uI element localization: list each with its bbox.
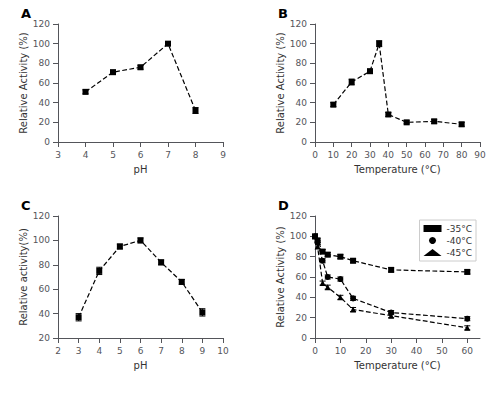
svg-text:20: 20 <box>39 333 51 343</box>
svg-text:80: 80 <box>39 260 51 270</box>
svg-text:60: 60 <box>296 78 308 88</box>
svg-text:60: 60 <box>39 78 51 88</box>
svg-text:Temperature (°C): Temperature (°C) <box>353 164 440 175</box>
svg-text:60: 60 <box>296 272 308 282</box>
svg-text:60: 60 <box>39 284 51 294</box>
svg-text:40: 40 <box>296 98 308 108</box>
svg-text:4: 4 <box>96 346 102 356</box>
svg-text:Temperature (°C): Temperature (°C) <box>353 360 440 371</box>
svg-text:10: 10 <box>328 150 340 160</box>
svg-text:20: 20 <box>346 150 358 160</box>
svg-text:40: 40 <box>411 346 423 356</box>
svg-text:3: 3 <box>55 150 61 160</box>
svg-text:10: 10 <box>335 346 347 356</box>
svg-text:120: 120 <box>33 211 50 221</box>
svg-text:Relative Activity (%): Relative Activity (%) <box>18 32 29 133</box>
svg-text:100: 100 <box>33 39 50 49</box>
svg-text:90: 90 <box>474 150 486 160</box>
svg-text:30: 30 <box>385 346 397 356</box>
svg-text:80: 80 <box>39 58 51 68</box>
svg-text:100: 100 <box>290 39 307 49</box>
svg-text:50: 50 <box>401 150 413 160</box>
svg-text:80: 80 <box>456 150 468 160</box>
svg-text:10: 10 <box>217 346 229 356</box>
svg-text:9: 9 <box>200 346 206 356</box>
svg-text:Relative activity(%): Relative activity(%) <box>18 228 29 326</box>
svg-text:0: 0 <box>301 333 307 343</box>
svg-text:Relative Activity (%): Relative Activity (%) <box>275 32 286 133</box>
svg-text:-40°C: -40°C <box>447 236 472 246</box>
svg-text:4: 4 <box>83 150 89 160</box>
svg-text:80: 80 <box>296 58 308 68</box>
svg-text:Relative Activity (%): Relative Activity (%) <box>275 226 286 327</box>
svg-text:30: 30 <box>364 150 376 160</box>
svg-text:20: 20 <box>360 346 372 356</box>
svg-text:B: B <box>278 6 288 21</box>
svg-text:7: 7 <box>165 150 171 160</box>
svg-text:0: 0 <box>312 346 318 356</box>
svg-text:120: 120 <box>290 19 307 29</box>
svg-text:2: 2 <box>55 346 61 356</box>
svg-text:-35°C: -35°C <box>447 224 472 234</box>
svg-text:40: 40 <box>39 98 51 108</box>
svg-text:pH: pH <box>134 360 148 371</box>
svg-text:40: 40 <box>296 292 308 302</box>
svg-text:3: 3 <box>76 346 82 356</box>
svg-text:0: 0 <box>312 150 318 160</box>
svg-text:40: 40 <box>39 309 51 319</box>
svg-text:5: 5 <box>110 150 116 160</box>
svg-text:40: 40 <box>383 150 395 160</box>
svg-text:9: 9 <box>220 150 226 160</box>
svg-text:80: 80 <box>296 252 308 262</box>
svg-text:20: 20 <box>39 117 51 127</box>
svg-text:6: 6 <box>138 150 144 160</box>
svg-text:60: 60 <box>419 150 431 160</box>
svg-text:20: 20 <box>296 313 308 323</box>
svg-text:A: A <box>21 6 31 21</box>
svg-text:pH: pH <box>134 164 148 175</box>
svg-text:C: C <box>21 198 31 213</box>
svg-text:8: 8 <box>193 150 199 160</box>
svg-text:100: 100 <box>33 235 50 245</box>
svg-text:20: 20 <box>296 117 308 127</box>
svg-text:120: 120 <box>290 211 307 221</box>
svg-text:100: 100 <box>290 231 307 241</box>
svg-text:7: 7 <box>158 346 164 356</box>
svg-text:120: 120 <box>33 19 50 29</box>
svg-text:-45°C: -45°C <box>447 248 472 258</box>
svg-text:8: 8 <box>179 346 185 356</box>
svg-text:0: 0 <box>44 137 50 147</box>
svg-text:60: 60 <box>462 346 474 356</box>
svg-text:6: 6 <box>138 346 144 356</box>
svg-text:0: 0 <box>301 137 307 147</box>
svg-text:D: D <box>278 198 289 213</box>
svg-text:70: 70 <box>438 150 450 160</box>
svg-text:5: 5 <box>117 346 123 356</box>
svg-text:50: 50 <box>436 346 448 356</box>
